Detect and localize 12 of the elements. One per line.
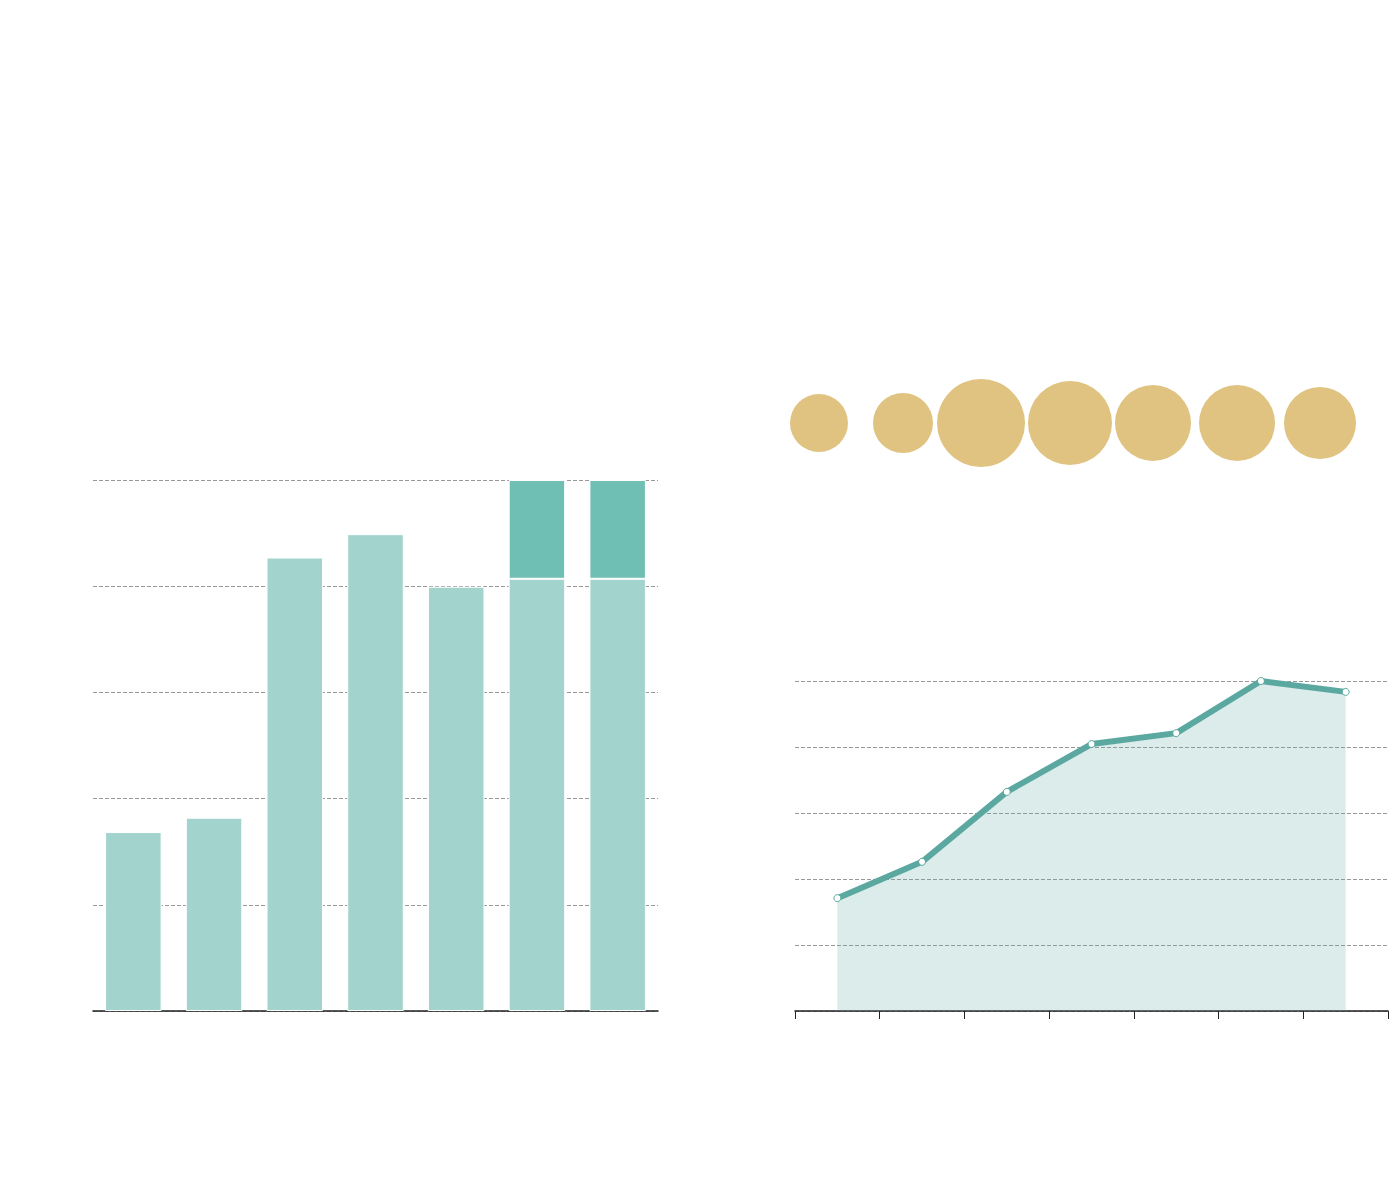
bar xyxy=(347,534,404,1011)
bar xyxy=(185,817,243,1011)
point xyxy=(1087,740,1096,749)
point xyxy=(1002,787,1011,796)
point xyxy=(918,857,927,866)
point xyxy=(1172,729,1181,738)
point xyxy=(1256,677,1265,685)
bar xyxy=(105,832,162,1011)
bar xyxy=(266,557,324,1011)
point xyxy=(833,894,842,903)
bar xyxy=(427,586,485,1011)
point xyxy=(1341,687,1350,696)
